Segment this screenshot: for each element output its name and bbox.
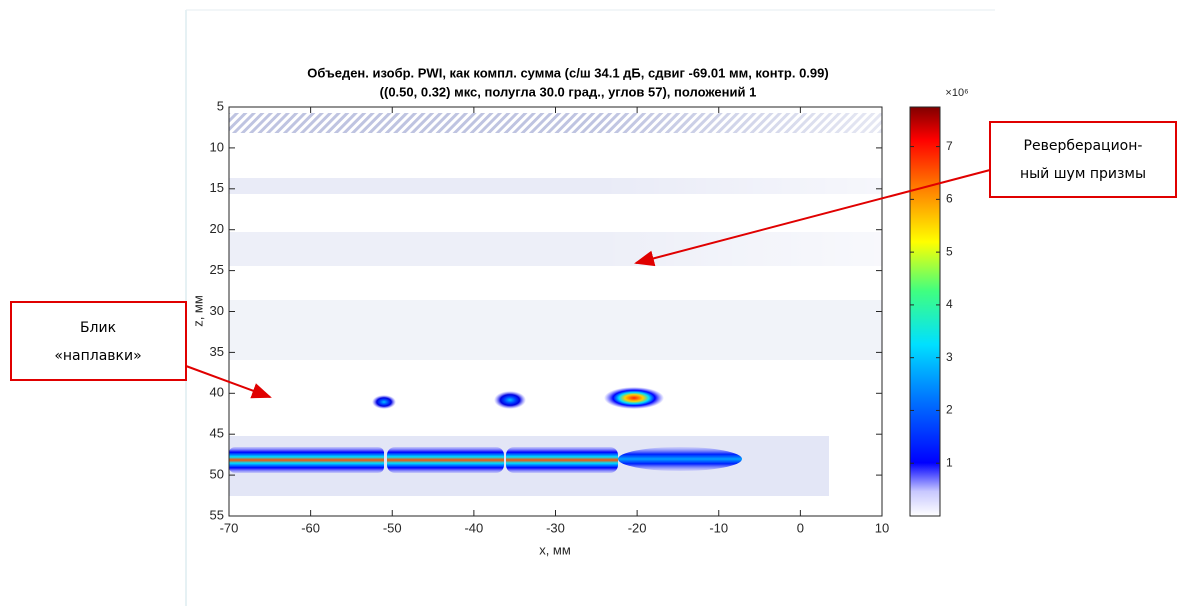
annotation-box [990,122,1176,197]
x-tick-label: -70 [220,520,239,535]
y-tick-label: 10 [210,139,224,154]
colorbar-tick-label: 7 [946,139,953,153]
glint [494,391,526,409]
noise-band [229,300,882,360]
annotation-box [11,302,186,380]
colorbar-tick-label: 1 [946,455,953,469]
y-tick-label: 45 [210,426,224,441]
glint [372,395,396,409]
reflection [229,447,384,473]
y-tick-label: 15 [210,180,224,195]
fade [600,110,882,280]
annotation-text: Реверберацион- [1024,138,1143,154]
image-field [229,110,882,496]
colorbar-tick-label: 4 [946,297,953,311]
x-tick-label: 10 [875,520,889,535]
colorbar-tick-label: 3 [946,350,953,364]
chart-title: Объеден. изобр. PWI, как компл. сумма (с… [307,65,828,80]
x-axis-label: x, мм [539,542,571,557]
colorbar-tick-label: 2 [946,403,953,417]
x-tick-label: -40 [464,520,483,535]
y-tick-label: 50 [210,467,224,482]
chart: Объеден. изобр. PWI, как компл. сумма (с… [0,0,1186,606]
x-tick-label: -50 [383,520,402,535]
page: Объеден. изобр. PWI, как компл. сумма (с… [0,0,1186,611]
y-tick-label: 30 [210,303,224,318]
glint [604,387,664,409]
annotation-text: ный шум призмы [1020,166,1146,182]
annotation-text: Блик [80,320,116,336]
y-tick-label: 40 [210,385,224,400]
y-tick-label: 20 [210,221,224,236]
x-tick-label: 0 [797,520,804,535]
reflection [387,447,504,473]
colorbar-multiplier: ×10⁶ [945,87,968,99]
x-tick-label: -20 [628,520,647,535]
annotation-arrow [186,366,270,397]
reflection [506,447,618,473]
y-tick-label: 25 [210,262,224,277]
chart-title: ((0.50, 0.32) мкс, полугла 30.0 град., у… [380,84,757,99]
colorbar-tick-label: 5 [946,244,953,258]
y-tick-label: 55 [210,507,224,522]
x-tick-label: -60 [301,520,320,535]
x-tick-label: -10 [709,520,728,535]
reflection [618,447,742,471]
y-tick-label: 5 [217,98,224,113]
x-tick-label: -30 [546,520,565,535]
colorbar [910,107,940,516]
y-tick-label: 35 [210,344,224,359]
annotation-text: «наплавки» [54,348,141,364]
colorbar-tick-label: 6 [946,192,953,206]
y-axis-label: z, мм [190,295,205,327]
